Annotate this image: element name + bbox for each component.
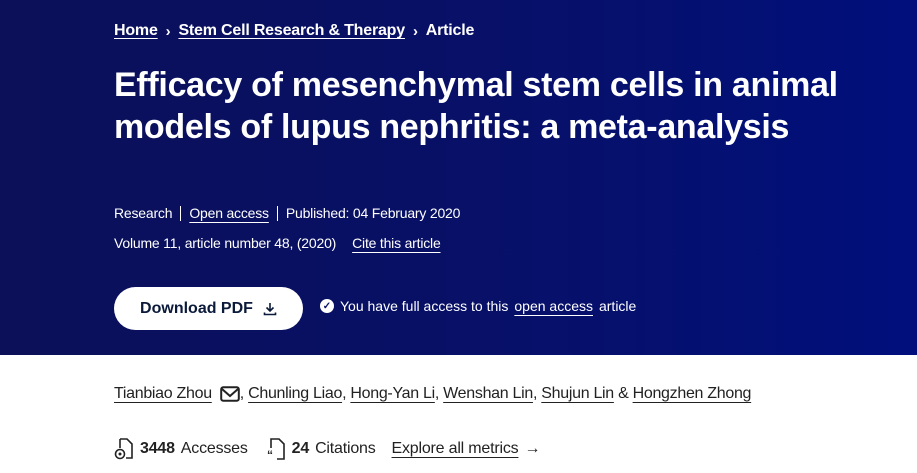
breadcrumb-journal[interactable]: Stem Cell Research & Therapy bbox=[178, 22, 405, 39]
email-icon[interactable] bbox=[219, 386, 240, 402]
divider bbox=[276, 205, 278, 221]
accesses-label: Accesses bbox=[180, 440, 248, 457]
accesses-count: 3448 bbox=[140, 440, 175, 457]
divider bbox=[180, 205, 182, 221]
published-date: Published: 04 February 2020 bbox=[285, 205, 461, 221]
accesses-icon bbox=[114, 438, 133, 460]
breadcrumb-home[interactable]: Home bbox=[114, 22, 158, 39]
article-meta: Research Open access Published: 04 Febru… bbox=[114, 205, 460, 221]
author-link[interactable]: Hong-Yan Li bbox=[350, 385, 435, 402]
breadcrumb-current: Article bbox=[425, 22, 475, 39]
access-prefix: You have full access to this bbox=[340, 298, 509, 314]
explore-metrics-link[interactable]: Explore all metrics bbox=[391, 440, 519, 457]
access-suffix: article bbox=[598, 298, 637, 314]
breadcrumb: Home › Stem Cell Research & Therapy › Ar… bbox=[114, 22, 474, 40]
chevron-right-icon: › bbox=[412, 22, 418, 40]
separator: , bbox=[342, 385, 347, 402]
author-link[interactable]: Chunling Liao bbox=[248, 385, 343, 402]
svg-text:“: “ bbox=[267, 448, 273, 460]
separator: , bbox=[434, 385, 439, 402]
download-pdf-label: Download PDF bbox=[140, 299, 253, 317]
open-access-link[interactable]: Open access bbox=[189, 205, 269, 221]
separator: , bbox=[239, 385, 244, 402]
cite-this-article-link[interactable]: Cite this article bbox=[352, 235, 441, 251]
check-circle-icon: ✓ bbox=[320, 299, 334, 313]
download-icon bbox=[263, 302, 277, 315]
author-link[interactable]: Wenshan Lin bbox=[443, 385, 533, 402]
open-access-info-link[interactable]: open access bbox=[514, 298, 593, 314]
citations-icon: “ bbox=[267, 438, 285, 460]
separator: , bbox=[532, 385, 538, 402]
author-link[interactable]: Tianbiao Zhou bbox=[114, 385, 212, 402]
arrow-right-icon[interactable]: → bbox=[524, 440, 541, 457]
page-title: Efficacy of mesenchymal stem cells in an… bbox=[114, 66, 838, 146]
chevron-right-icon: › bbox=[165, 22, 171, 40]
separator: & bbox=[618, 385, 629, 402]
volume-info: Volume 11, article number 48, (2020) bbox=[114, 235, 337, 251]
author-link[interactable]: Shujun Lin bbox=[541, 385, 614, 402]
access-note: ✓ You have full access to this open acce… bbox=[320, 298, 636, 314]
author-list: Tianbiao Zhou , Chunling Liao, Hong-Yan … bbox=[114, 385, 751, 403]
citations-label: Citations bbox=[315, 440, 376, 457]
download-pdf-button[interactable]: Download PDF bbox=[114, 287, 303, 330]
author-link[interactable]: Hongzhen Zhong bbox=[632, 385, 752, 402]
article-citation-info: Volume 11, article number 48, (2020) Cit… bbox=[114, 235, 441, 251]
citations-count: 24 bbox=[291, 440, 310, 457]
article-metrics: 3448 Accesses “ 24 Citations Explore all… bbox=[114, 438, 540, 460]
article-type: Research bbox=[114, 205, 173, 221]
article-header: Home › Stem Cell Research & Therapy › Ar… bbox=[0, 0, 917, 355]
